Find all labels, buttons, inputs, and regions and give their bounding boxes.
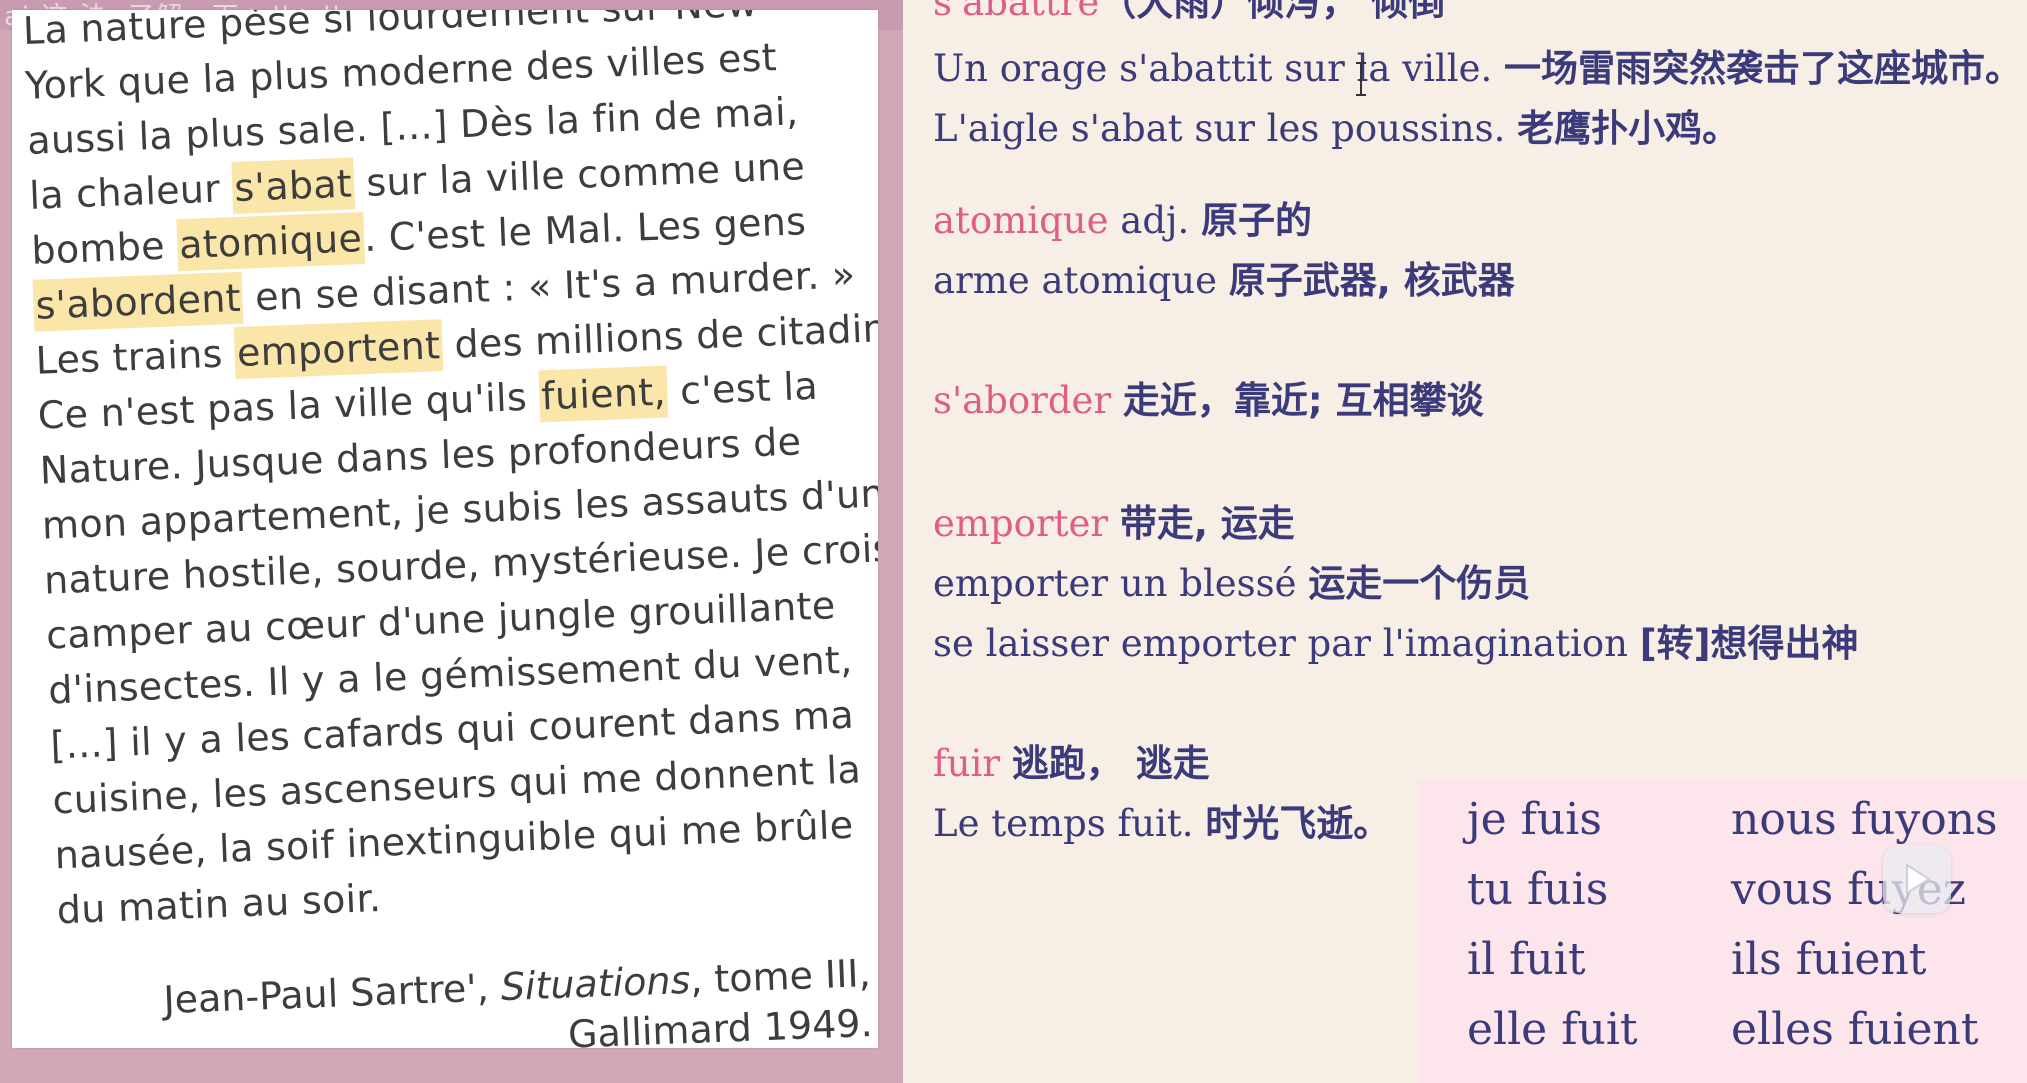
vocabulary-panel: s'abattre（大雨）倾泻， 倾倒 Un orage s'abattit s… xyxy=(903,0,2027,1083)
vocab-example-orage: Un orage s'abattit sur la ville. 一场雷雨突然袭… xyxy=(933,38,2022,92)
conj-plural-1: nous fuyons xyxy=(1731,794,1998,845)
vocab-translation: （大雨）倾泻， 倾倒 xyxy=(1099,0,1446,24)
vocab-entry-emporter: emporter 带走, 运走 xyxy=(933,493,1295,547)
play-button[interactable] xyxy=(1883,845,1951,913)
vocab-example-text: se laisser emporter par l'imagination xyxy=(933,622,1640,665)
vocab-entry-fuir: fuir 逃跑， 逃走 xyxy=(933,733,1210,787)
passage-text: bombe xyxy=(30,223,179,273)
vocab-translation: 原子武器, 核武器 xyxy=(1228,259,1515,302)
credit-author: Jean-Paul Sartre', xyxy=(163,965,503,1023)
passage-credit: Jean-Paul Sartre', Situations, tome III,… xyxy=(163,948,874,1048)
conj-singular-2: tu fuis xyxy=(1467,864,1609,915)
vocab-translation: 老鹰扑小鸡。 xyxy=(1517,107,1740,150)
highlighted-word: emportent xyxy=(233,319,444,380)
vocab-pos: adj. xyxy=(1108,199,1202,242)
credit-title: Situations xyxy=(500,957,692,1010)
vocab-translation: 走近，靠近; 互相攀谈 xyxy=(1122,379,1484,422)
conj-plural-4: elles fuient xyxy=(1731,1004,1979,1055)
conj-singular-4: elle fuit xyxy=(1467,1004,1638,1055)
sartre-passage: La nature pèse si lourdement sur New York… xyxy=(22,10,878,938)
conj-singular-3: il fuit xyxy=(1467,934,1586,985)
vocab-term: fuir xyxy=(933,742,1001,785)
conj-plural-3: ils fuient xyxy=(1731,934,1927,985)
vocab-term: emporter xyxy=(933,502,1109,545)
vocab-translation: 原子的 xyxy=(1201,199,1313,242)
vocab-example-blesse: emporter un blessé 运走一个伤员 xyxy=(933,553,1530,607)
vocab-translation: 运走一个伤员 xyxy=(1308,562,1531,605)
vocab-translation: 时光飞逝。 xyxy=(1205,802,1391,845)
text-cursor-icon xyxy=(1356,62,1366,96)
vocab-example-temps: Le temps fuit. 时光飞逝。 xyxy=(933,793,1390,847)
vocab-example-text: L'aigle s'abat sur les poussins. xyxy=(933,107,1518,150)
vocab-example-text: emporter un blessé xyxy=(933,562,1309,605)
vocab-example-text: arme atomique xyxy=(933,259,1229,302)
vocab-example-text: Un orage s'abattit sur la ville. xyxy=(933,47,1505,90)
vocab-translation: 逃跑， 逃走 xyxy=(1011,742,1210,785)
credit-volume: , tome III, xyxy=(689,950,872,1002)
highlighted-word: s'abat xyxy=(231,157,355,215)
highlighted-word: atomique xyxy=(176,212,366,272)
vocab-example-imagination: se laisser emporter par l'imagination [转… xyxy=(933,613,1859,667)
highlighted-word: fuient, xyxy=(538,365,669,423)
vocab-entry-sabattre: s'abattre（大雨）倾泻， 倾倒 xyxy=(933,0,1445,26)
vocab-translation: [转]想得出神 xyxy=(1639,622,1859,665)
passage-text: Les trains xyxy=(34,331,236,383)
textbook-scan-panel: ai 这 法 ·了解一下 ▶ll ▶ll La nature pèse si l… xyxy=(0,0,903,1083)
vocab-spacer xyxy=(1111,379,1123,422)
passage-text: du matin au soir. xyxy=(55,875,383,933)
vocab-spacer xyxy=(1108,502,1120,545)
conjugation-table: je fuis tu fuis il fuit elle fuit nous f… xyxy=(1419,780,2027,1083)
play-icon xyxy=(1906,864,1930,894)
vocab-example-aigle: L'aigle s'abat sur les poussins. 老鹰扑小鸡。 xyxy=(933,98,1739,152)
vocab-translation: 带走, 运走 xyxy=(1119,502,1295,545)
vocab-term: s'aborder xyxy=(933,379,1112,422)
conj-singular-1: je fuis xyxy=(1467,794,1602,845)
vocab-entry-saborder: s'aborder 走近，靠近; 互相攀谈 xyxy=(933,370,1484,424)
vocab-entry-atomique: atomique adj. 原子的 xyxy=(933,190,1312,244)
vocab-example-text: Le temps fuit. xyxy=(933,802,1206,845)
vocab-term: s'abattre xyxy=(933,0,1100,24)
vocab-term: atomique xyxy=(933,199,1109,242)
vocab-spacer xyxy=(1000,742,1012,785)
passage-text: c'est la xyxy=(666,363,819,414)
passage-text: la chaleur xyxy=(28,166,234,218)
textbook-page: La nature pèse si lourdement sur New York… xyxy=(12,10,878,1048)
highlighted-word: s'abordent xyxy=(32,271,244,332)
vocab-translation: 一场雷雨突然袭击了这座城市。 xyxy=(1504,47,2023,90)
vocab-example-arme: arme atomique 原子武器, 核武器 xyxy=(933,250,1515,304)
